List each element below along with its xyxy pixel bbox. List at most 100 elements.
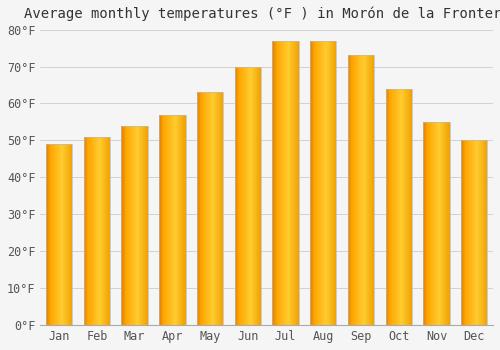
Bar [464,140,465,325]
Bar [475,140,476,325]
Bar [208,92,209,325]
Bar [288,41,289,325]
Bar [394,89,395,325]
Bar [165,114,166,325]
Bar [487,140,488,325]
Bar [411,89,412,325]
Bar [355,55,356,325]
Bar [404,89,405,325]
Bar [478,140,479,325]
Bar [361,55,362,325]
Bar [277,41,278,325]
Bar [97,137,98,325]
Bar [101,137,102,325]
Bar [359,55,360,325]
Bar [465,140,466,325]
Bar [276,41,277,325]
Bar [56,144,57,325]
Bar [212,92,214,325]
Bar [198,92,199,325]
Bar [316,41,317,325]
Bar [424,122,425,325]
Bar [160,114,162,325]
Bar [332,41,333,325]
Bar [437,122,438,325]
Bar [53,144,54,325]
Bar [184,114,185,325]
Bar [46,144,47,325]
Bar [363,55,364,325]
Bar [297,41,298,325]
Bar [63,144,64,325]
Bar [252,66,253,325]
Bar [395,89,396,325]
Bar [104,137,105,325]
Bar [255,66,256,325]
Bar [62,144,63,325]
Bar [388,89,389,325]
Bar [182,114,183,325]
Bar [466,140,467,325]
Bar [367,55,368,325]
Bar [326,41,327,325]
Bar [335,41,336,325]
Bar [126,126,127,325]
Bar [348,55,349,325]
Bar [159,114,160,325]
Bar [366,55,367,325]
Bar [471,140,472,325]
Bar [222,92,223,325]
Bar [207,92,208,325]
Bar [159,114,186,325]
Bar [324,41,325,325]
Bar [130,126,131,325]
Bar [407,89,408,325]
Bar [122,126,148,325]
Bar [401,89,402,325]
Bar [334,41,335,325]
Bar [71,144,72,325]
Bar [354,55,355,325]
Bar [390,89,391,325]
Bar [135,126,136,325]
Bar [173,114,174,325]
Bar [428,122,429,325]
Bar [322,41,324,325]
Bar [176,114,177,325]
Bar [48,144,49,325]
Bar [211,92,212,325]
Bar [400,89,401,325]
Bar [164,114,165,325]
Bar [169,114,170,325]
Bar [139,126,140,325]
Bar [246,66,247,325]
Bar [133,126,134,325]
Bar [348,55,374,325]
Bar [472,140,473,325]
Bar [315,41,316,325]
Bar [435,122,436,325]
Bar [352,55,353,325]
Bar [49,144,50,325]
Bar [65,144,66,325]
Bar [202,92,203,325]
Bar [431,122,432,325]
Bar [106,137,107,325]
Bar [219,92,220,325]
Bar [473,140,474,325]
Bar [440,122,441,325]
Bar [250,66,251,325]
Bar [368,55,369,325]
Bar [216,92,217,325]
Bar [105,137,106,325]
Bar [296,41,297,325]
Bar [430,122,431,325]
Bar [442,122,443,325]
Bar [462,140,463,325]
Bar [162,114,163,325]
Bar [330,41,331,325]
Bar [325,41,326,325]
Bar [425,122,426,325]
Bar [357,55,358,325]
Bar [312,41,313,325]
